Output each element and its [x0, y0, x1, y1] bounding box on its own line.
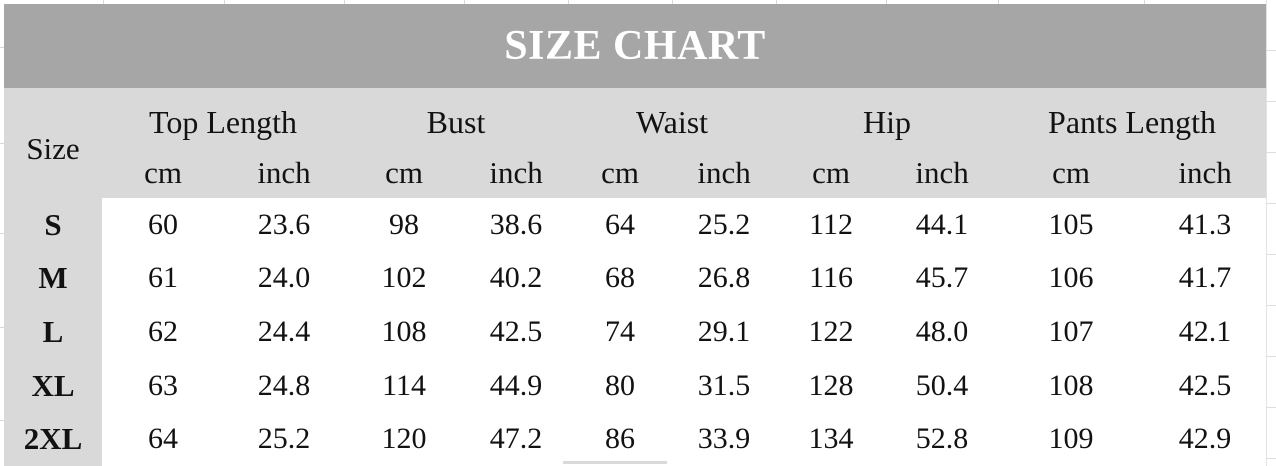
size-chart-title-bar: SIZE CHART	[4, 4, 1266, 88]
measurement-cell: 102	[344, 251, 465, 306]
measurement-cell: 47.2	[464, 412, 569, 466]
size-cell: XL	[4, 358, 102, 413]
measurement-cell: 107	[998, 305, 1145, 359]
header-group-row: Size Top Length Bust Waist Hip Pants Len…	[4, 88, 1267, 198]
spreadsheet-margin-top	[0, 0, 1276, 4]
measurement-cell: 60	[102, 198, 224, 252]
table-row: L 62 24.4 108 42.5 74 29.1 122 48.0 107 42.1	[4, 305, 1267, 359]
measurement-cell: 42.5	[464, 305, 569, 359]
measurement-cell: 109	[998, 412, 1145, 466]
measurement-cell: 24.4	[224, 305, 345, 359]
table-row: 2XL 64 25.2 120 47.2 86 33.9 134 52.8 109 42.9	[4, 412, 1267, 466]
gridline-ticks-vertical	[103, 0, 104, 4]
measurement-cell: 26.8	[672, 251, 777, 306]
spreadsheet-margin-right	[1266, 0, 1276, 466]
unit-header-bust-cm: cm	[344, 148, 465, 198]
measurement-cell: 128	[776, 358, 887, 413]
size-chart-header: Size Top Length Bust Waist Hip Pants Len…	[4, 88, 1267, 198]
size-chart-title: SIZE CHART	[504, 23, 766, 69]
gridline-ticks-horizontal	[0, 47, 4, 48]
column-header-bust: Bust	[344, 88, 569, 148]
unit-header-waist-inch: inch	[672, 148, 777, 198]
measurement-cell: 106	[998, 251, 1145, 306]
measurement-cell: 41.7	[1144, 251, 1267, 306]
size-cell: 2XL	[4, 412, 102, 466]
unit-header-waist-cm: cm	[568, 148, 673, 198]
measurement-cell: 61	[102, 251, 224, 306]
measurement-cell: 122	[776, 305, 887, 359]
measurement-cell: 31.5	[672, 358, 777, 413]
measurement-cell: 112	[776, 198, 887, 252]
table-row: S 60 23.6 98 38.6 64 25.2 112 44.1 105 41.3	[4, 198, 1267, 252]
unit-header-hip-inch: inch	[886, 148, 999, 198]
measurement-cell: 52.8	[886, 412, 999, 466]
measurement-cell: 116	[776, 251, 887, 306]
measurement-cell: 24.0	[224, 251, 345, 306]
measurement-cell: 64	[568, 198, 673, 252]
measurement-cell: 63	[102, 358, 224, 413]
unit-header-pants-length-cm: cm	[998, 148, 1145, 198]
measurement-cell: 48.0	[886, 305, 999, 359]
measurement-cell: 29.1	[672, 305, 777, 359]
unit-header-top-length-cm: cm	[102, 148, 224, 198]
measurement-cell: 80	[568, 358, 673, 413]
measurement-cell: 50.4	[886, 358, 999, 413]
measurement-cell: 68	[568, 251, 673, 306]
measurement-cell: 120	[344, 412, 465, 466]
measurement-cell: 86	[568, 412, 673, 466]
measurement-cell: 45.7	[886, 251, 999, 306]
measurement-cell: 23.6	[224, 198, 345, 252]
measurement-cell: 24.8	[224, 358, 345, 413]
table-row: M 61 24.0 102 40.2 68 26.8 116 45.7 106 41.7	[4, 251, 1267, 306]
measurement-cell: 44.1	[886, 198, 999, 252]
column-header-waist: Waist	[568, 88, 777, 148]
size-chart-table: Size Top Length Bust Waist Hip Pants Len…	[4, 88, 1267, 466]
size-chart-table-body: S 60 23.6 98 38.6 64 25.2 112 44.1 105 41.3 M 61 24.0…	[4, 198, 1267, 466]
measurement-cell: 33.9	[672, 412, 777, 466]
measurement-cell: 114	[344, 358, 465, 413]
column-header-pants-length: Pants Length	[998, 88, 1267, 148]
measurement-cell: 62	[102, 305, 224, 359]
measurement-cell: 98	[344, 198, 465, 252]
size-chart-sheet: SIZE CHART Size Top Length Bust Waist Hi…	[4, 4, 1267, 466]
measurement-cell: 42.9	[1144, 412, 1267, 466]
spreadsheet-margin-left	[0, 0, 4, 466]
measurement-cell: 42.1	[1144, 305, 1267, 359]
measurement-cell: 108	[998, 358, 1145, 413]
measurement-cell: 38.6	[464, 198, 569, 252]
measurement-cell: 42.5	[1144, 358, 1267, 413]
size-cell: M	[4, 251, 102, 306]
column-header-top-length: Top Length	[102, 88, 345, 148]
unit-header-hip-cm: cm	[776, 148, 887, 198]
size-cell: L	[4, 305, 102, 359]
cell-border-artifact	[563, 461, 667, 464]
column-header-size: Size	[4, 88, 102, 198]
measurement-cell: 108	[344, 305, 465, 359]
column-header-hip: Hip	[776, 88, 999, 148]
measurement-cell: 25.2	[672, 198, 777, 252]
unit-header-pants-length-inch: inch	[1144, 148, 1267, 198]
measurement-cell: 41.3	[1144, 198, 1267, 252]
unit-header-top-length-inch: inch	[224, 148, 345, 198]
measurement-cell: 105	[998, 198, 1145, 252]
table-row: XL 63 24.8 114 44.9 80 31.5 128 50.4 108 42.5	[4, 358, 1267, 413]
measurement-cell: 64	[102, 412, 224, 466]
measurement-cell: 74	[568, 305, 673, 359]
header-unit-row: cm inch cm inch cm inch cm inch cm inch	[4, 148, 1267, 198]
measurement-cell: 25.2	[224, 412, 345, 466]
measurement-cell: 40.2	[464, 251, 569, 306]
size-cell: S	[4, 198, 102, 252]
measurement-cell: 44.9	[464, 358, 569, 413]
unit-header-bust-inch: inch	[464, 148, 569, 198]
measurement-cell: 134	[776, 412, 887, 466]
